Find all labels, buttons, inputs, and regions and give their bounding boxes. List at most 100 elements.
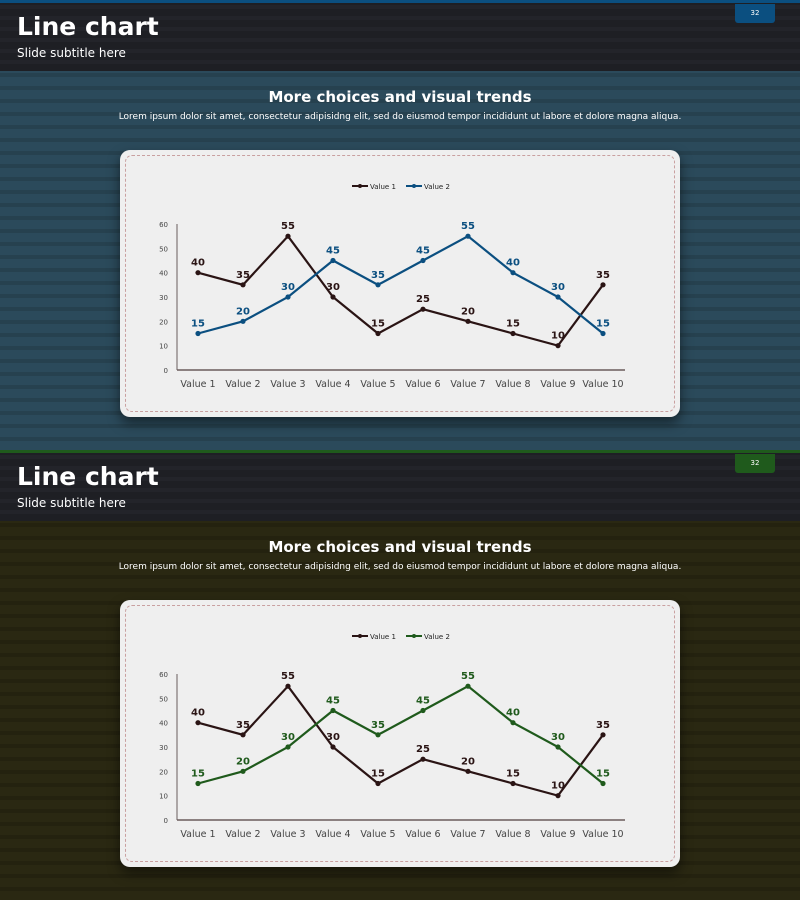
data-label: 20 bbox=[236, 306, 250, 317]
data-label: 30 bbox=[326, 732, 340, 743]
data-point bbox=[465, 318, 471, 324]
x-tick-label: Value 6 bbox=[405, 829, 440, 840]
data-point bbox=[375, 330, 381, 337]
x-tick-label: Value 3 bbox=[270, 829, 305, 840]
data-label: 35 bbox=[596, 270, 610, 281]
x-tick-label: Value 2 bbox=[225, 379, 260, 390]
x-tick-label: Value 10 bbox=[582, 379, 623, 390]
y-tick-label: 50 bbox=[159, 695, 168, 703]
data-point bbox=[510, 780, 516, 787]
y-tick-label: 10 bbox=[159, 793, 168, 801]
data-label: 45 bbox=[326, 696, 340, 707]
y-tick-label: 20 bbox=[159, 768, 168, 776]
data-label: 25 bbox=[416, 294, 430, 305]
y-tick-label: 40 bbox=[159, 720, 168, 728]
data-label: 15 bbox=[371, 769, 385, 780]
data-point bbox=[195, 780, 201, 787]
data-point bbox=[600, 732, 606, 738]
series-line bbox=[197, 684, 604, 797]
data-label: 45 bbox=[416, 246, 430, 257]
x-tick-label: Value 8 bbox=[495, 379, 530, 390]
page-number-badge: 32 bbox=[735, 4, 775, 23]
data-label: 30 bbox=[326, 282, 340, 293]
x-tick-label: Value 8 bbox=[495, 829, 530, 840]
data-label: 40 bbox=[191, 708, 205, 719]
section-heading: More choices and visual trends bbox=[268, 88, 532, 106]
x-tick-label: Value 5 bbox=[360, 829, 395, 840]
data-label: 40 bbox=[506, 258, 520, 269]
x-tick-label: Value 10 bbox=[582, 829, 623, 840]
legend-label: Value 1 bbox=[370, 183, 396, 191]
data-point bbox=[420, 257, 426, 264]
data-point bbox=[600, 282, 606, 288]
page-number-badge: 32 bbox=[735, 454, 775, 473]
slide-header bbox=[0, 453, 800, 521]
data-label: 15 bbox=[371, 319, 385, 330]
data-label: 15 bbox=[596, 769, 610, 780]
data-point bbox=[330, 257, 336, 264]
slide: 32 Line chart Slide subtitle here More c… bbox=[0, 450, 800, 900]
legend-label: Value 1 bbox=[370, 633, 396, 641]
x-tick-label: Value 5 bbox=[360, 379, 395, 390]
data-point bbox=[555, 343, 561, 349]
x-tick-label: Value 9 bbox=[540, 829, 575, 840]
data-point bbox=[375, 282, 381, 288]
data-point bbox=[240, 318, 246, 324]
data-point bbox=[465, 683, 471, 689]
body-text: Lorem ipsum dolor sit amet, consectetur … bbox=[118, 562, 682, 572]
y-tick-label: 50 bbox=[159, 245, 168, 253]
series-line bbox=[197, 234, 604, 347]
slide-subtitle: Slide subtitle here bbox=[17, 496, 126, 510]
data-label: 20 bbox=[461, 756, 475, 767]
data-label: 35 bbox=[371, 270, 385, 281]
x-tick-label: Value 9 bbox=[540, 379, 575, 390]
x-tick-label: Value 6 bbox=[405, 379, 440, 390]
data-label: 15 bbox=[191, 769, 205, 780]
slide-title: Line chart bbox=[17, 12, 159, 41]
data-point bbox=[240, 732, 246, 738]
x-tick-label: Value 7 bbox=[450, 379, 485, 390]
data-point bbox=[195, 720, 201, 726]
data-label: 30 bbox=[551, 732, 565, 743]
legend-marker bbox=[412, 184, 416, 188]
data-point bbox=[420, 306, 426, 312]
x-tick-label: Value 1 bbox=[180, 829, 215, 840]
data-label: 20 bbox=[461, 306, 475, 317]
data-point bbox=[600, 780, 606, 787]
line-chart: 0 10 20 30 40 50 60 Value 1 Value 2 Value 3 Value … bbox=[159, 633, 625, 840]
legend-marker bbox=[358, 634, 362, 638]
series-line bbox=[197, 684, 604, 785]
data-label: 55 bbox=[461, 221, 475, 232]
y-tick-label: 60 bbox=[159, 221, 168, 229]
data-label: 15 bbox=[596, 319, 610, 330]
data-label: 15 bbox=[506, 319, 520, 330]
data-point bbox=[420, 756, 426, 762]
data-label: 55 bbox=[281, 671, 295, 682]
legend-marker bbox=[358, 184, 362, 188]
data-label: 15 bbox=[506, 769, 520, 780]
data-point bbox=[240, 282, 246, 288]
y-tick-label: 30 bbox=[159, 744, 168, 752]
data-label: 35 bbox=[236, 270, 250, 281]
slide-header bbox=[0, 3, 800, 71]
dashed-border bbox=[125, 155, 675, 412]
legend-marker bbox=[412, 634, 416, 638]
data-label: 30 bbox=[551, 282, 565, 293]
line-chart: 0 10 20 30 40 50 60 Value 1 Value 2 Value 3 Value … bbox=[159, 183, 625, 390]
x-tick-label: Value 2 bbox=[225, 829, 260, 840]
data-point bbox=[285, 683, 291, 689]
chart-card: 0 10 20 30 40 50 60 Value 1 Value 2 Value 3 Value … bbox=[120, 150, 680, 417]
y-tick-label: 30 bbox=[159, 294, 168, 302]
data-label: 10 bbox=[551, 781, 565, 792]
y-tick-label: 60 bbox=[159, 671, 168, 679]
x-tick-label: Value 4 bbox=[315, 379, 350, 390]
data-point bbox=[555, 793, 561, 799]
data-point bbox=[465, 768, 471, 774]
x-tick-label: Value 3 bbox=[270, 379, 305, 390]
data-point bbox=[510, 270, 516, 276]
data-label: 35 bbox=[371, 720, 385, 731]
body-text: Lorem ipsum dolor sit amet, consectetur … bbox=[118, 112, 682, 122]
data-label: 40 bbox=[191, 258, 205, 269]
slide-title: Line chart bbox=[17, 462, 159, 491]
